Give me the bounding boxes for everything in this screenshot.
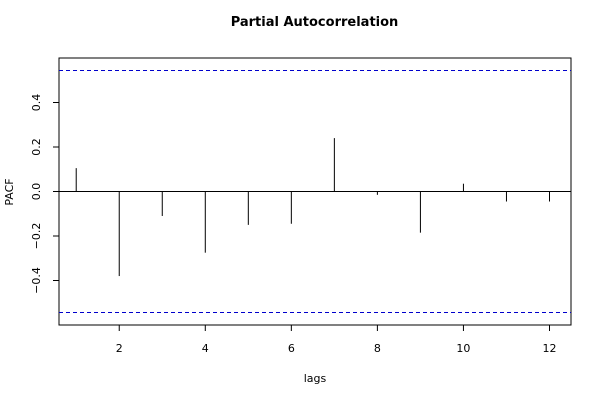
pacf-bars bbox=[75, 138, 550, 277]
x-tick-label: 4 bbox=[202, 342, 209, 355]
x-tick-label: 2 bbox=[116, 342, 123, 355]
y-axis-label: PACF bbox=[3, 178, 16, 205]
y-tick-label: −0.4 bbox=[30, 267, 43, 294]
y-tick-label: 0.0 bbox=[30, 183, 43, 201]
y-axis: −0.4 −0.2 0.0 0.2 0.4 bbox=[30, 94, 59, 294]
confidence-bounds bbox=[59, 69, 571, 314]
x-axis: 2 4 6 8 10 12 bbox=[116, 325, 556, 355]
y-tick-label: −0.2 bbox=[30, 223, 43, 250]
x-tick-label: 12 bbox=[542, 342, 556, 355]
x-tick-label: 6 bbox=[288, 342, 295, 355]
y-tick-label: 0.4 bbox=[30, 94, 43, 112]
x-tick-label: 10 bbox=[456, 342, 470, 355]
x-axis-label: lags bbox=[304, 372, 327, 385]
x-tick-label: 8 bbox=[374, 342, 381, 355]
chart-title: Partial Autocorrelation bbox=[230, 15, 399, 30]
y-tick-label: 0.2 bbox=[30, 138, 43, 156]
